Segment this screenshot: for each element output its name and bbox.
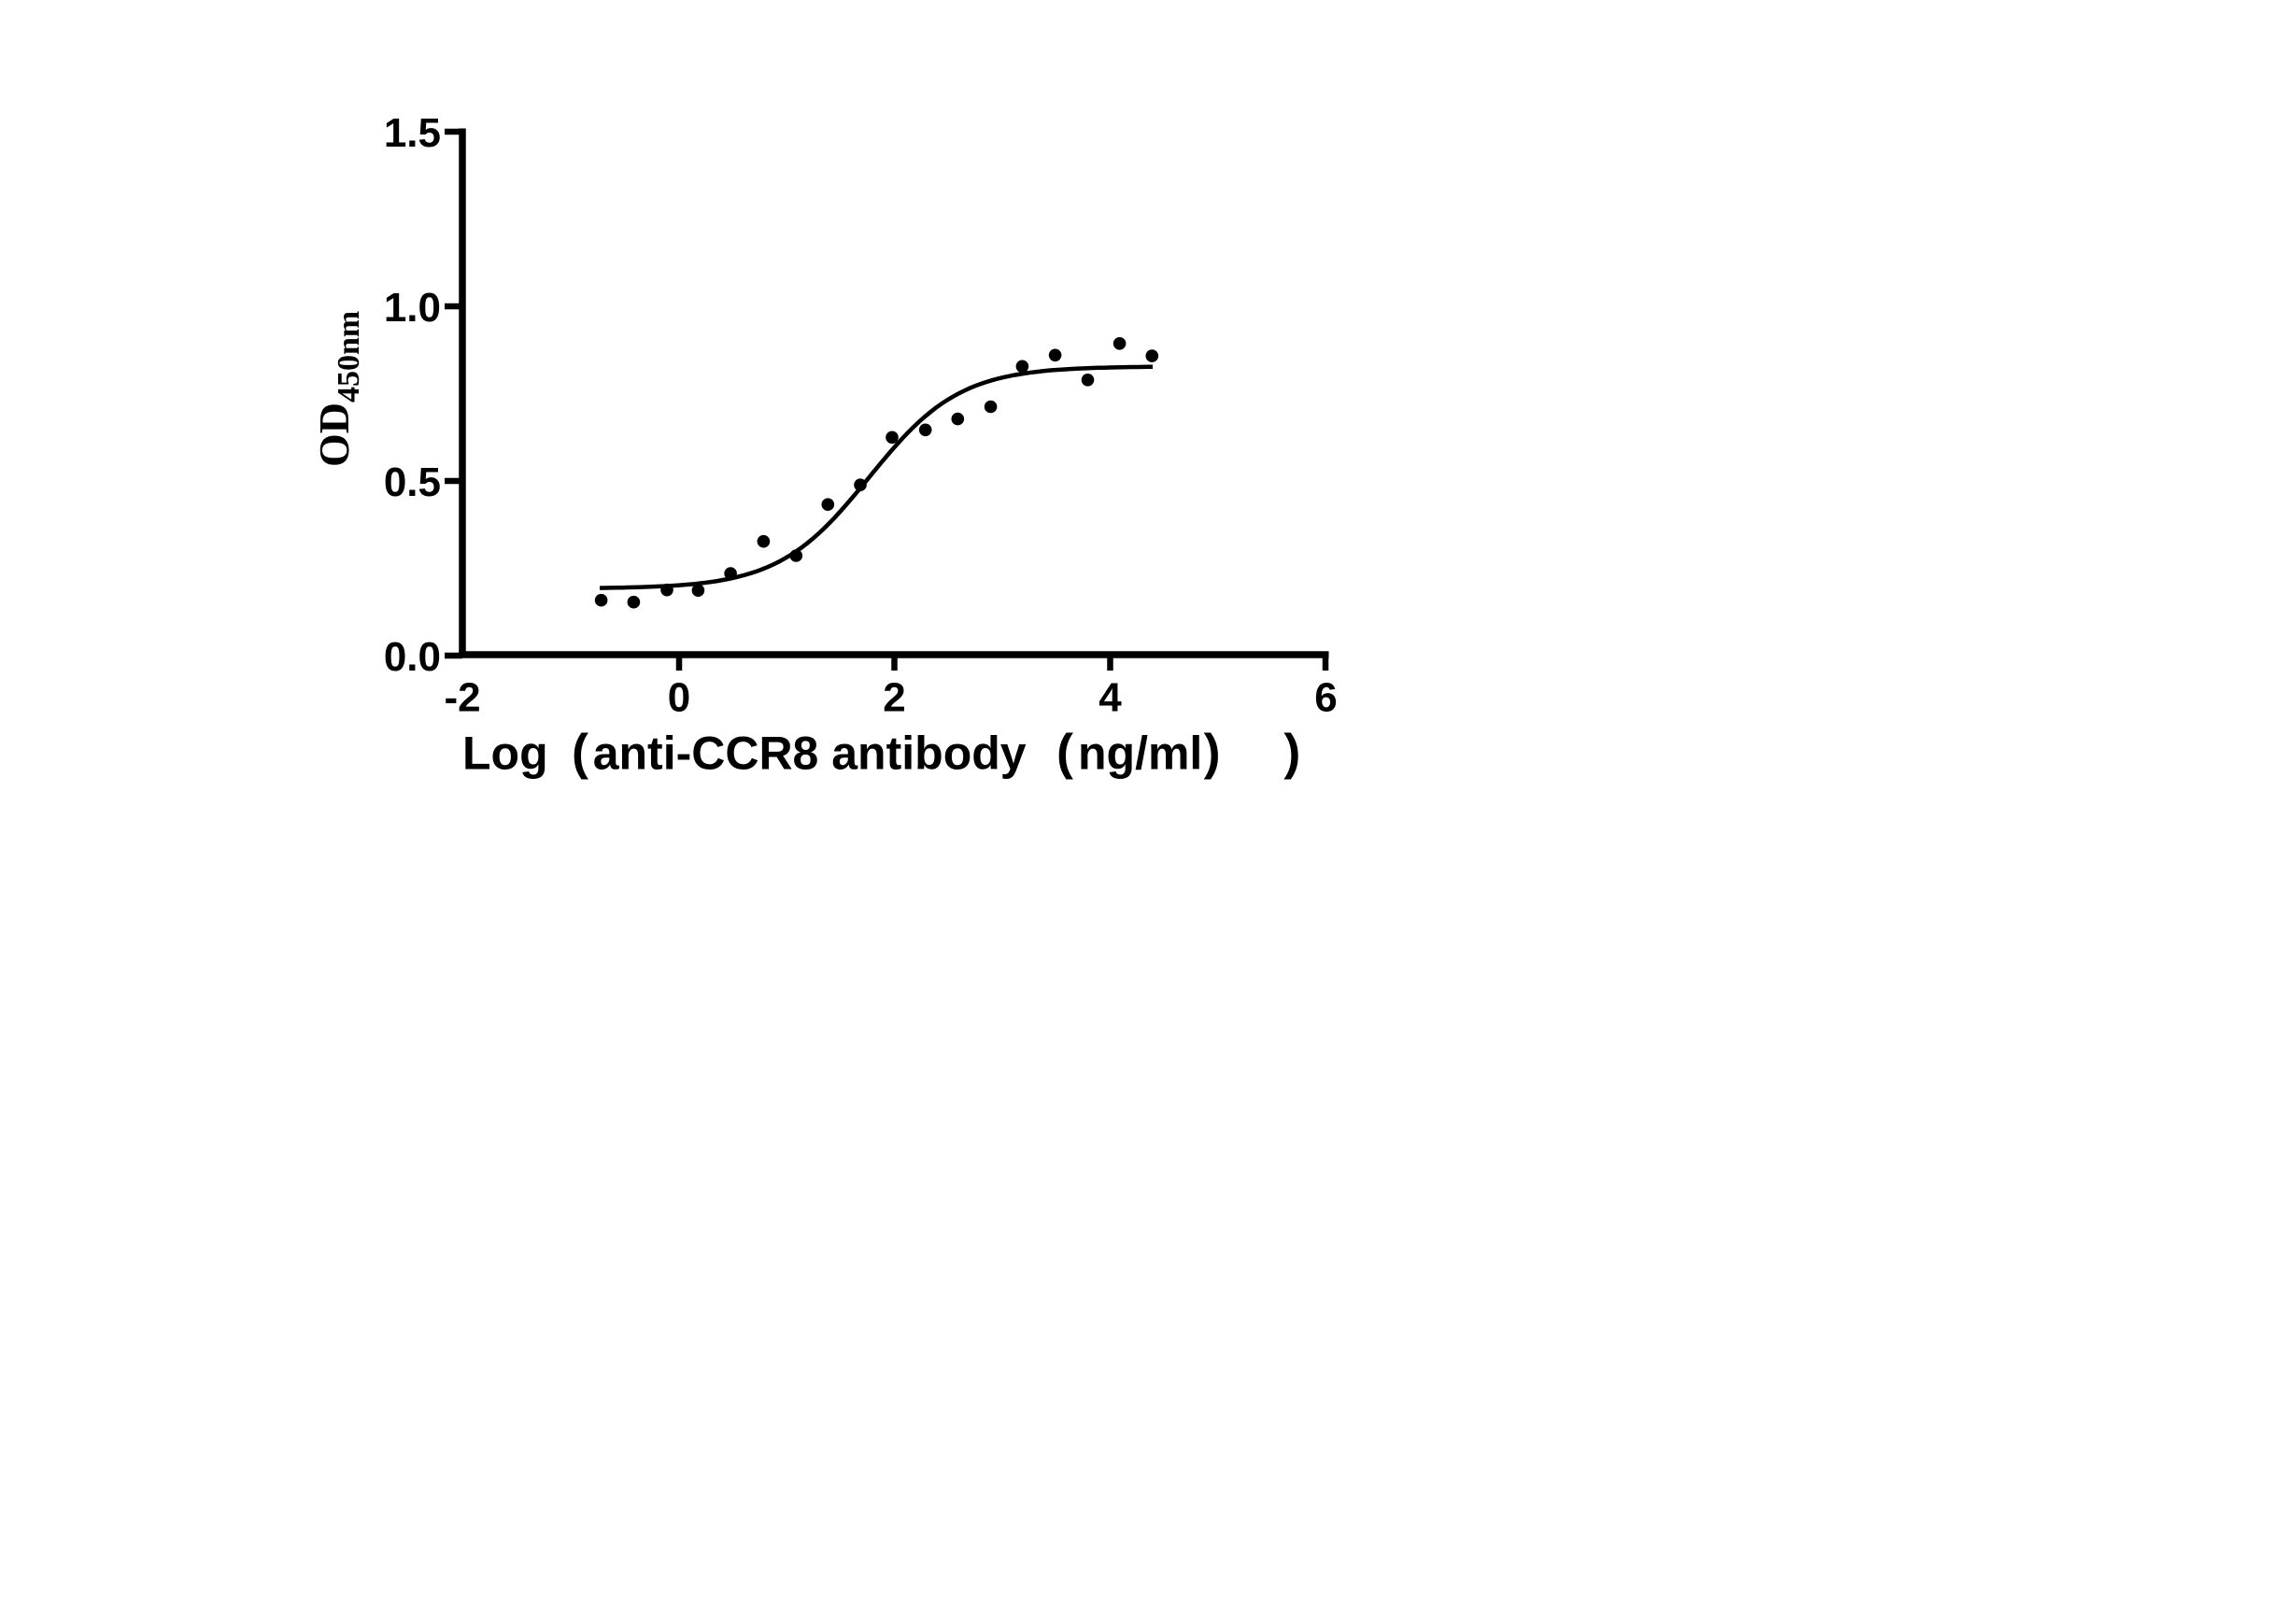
svg-text:-2: -2: [444, 675, 480, 721]
svg-text:2: 2: [883, 675, 905, 721]
svg-text:0: 0: [668, 675, 690, 721]
svg-text:4: 4: [1098, 675, 1122, 721]
svg-text:1.0: 1.0: [384, 285, 441, 331]
svg-text:1.5: 1.5: [384, 110, 441, 156]
svg-text:6: 6: [1314, 675, 1337, 721]
svg-text:Log(anti-CCR8 antibody(ng/ml)): Log (anti-CCR8 antibody(ng/ml)): [462, 725, 1300, 781]
svg-text:0.5: 0.5: [384, 459, 441, 505]
svg-text:0.0: 0.0: [384, 634, 441, 680]
